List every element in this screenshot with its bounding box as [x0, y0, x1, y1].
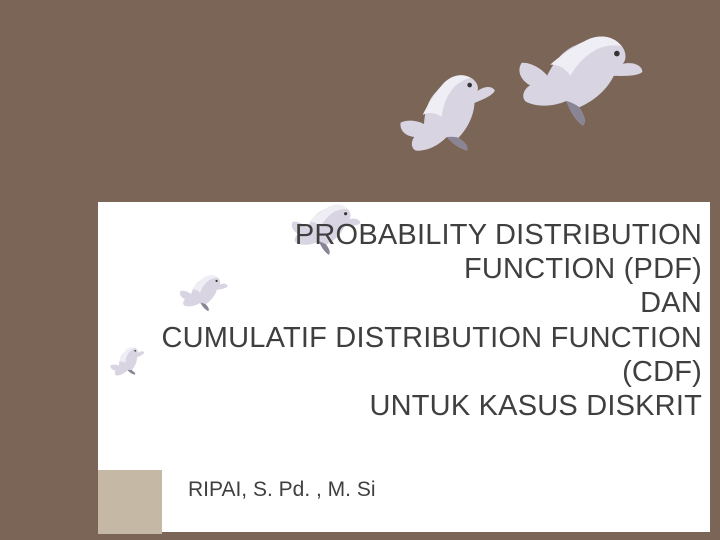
accent-square [98, 470, 162, 534]
author-name: RIPAI, S. Pd. , M. Si [188, 478, 376, 502]
title-line: DAN [640, 287, 702, 319]
slide: PROBABILITY DISTRIBUTION FUNCTION (PDF) … [0, 0, 720, 540]
title-line: (CDF) [622, 356, 702, 388]
title-line: PROBABILITY DISTRIBUTION [295, 219, 702, 251]
title-line: CUMULATIF DISTRIBUTION FUNCTION [161, 322, 702, 354]
slide-title: PROBABILITY DISTRIBUTION FUNCTION (PDF) … [110, 218, 702, 423]
dove-icon [502, 10, 652, 148]
title-line: UNTUK KASUS DISKRIT [369, 390, 702, 422]
title-line: FUNCTION (PDF) [464, 253, 702, 285]
dove-icon [390, 66, 505, 169]
